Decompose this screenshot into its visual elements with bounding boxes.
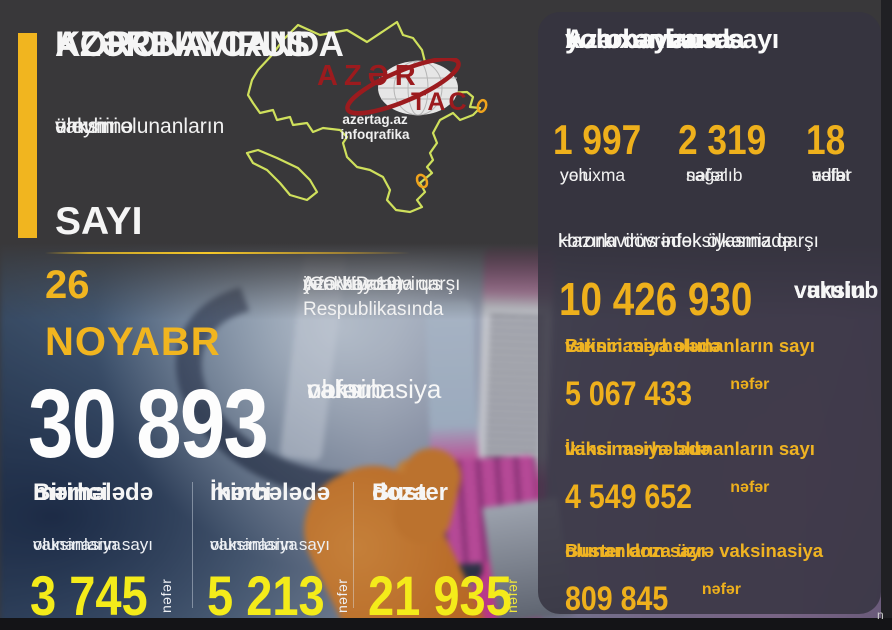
breakdown-booster-unit: nəfər	[504, 578, 520, 613]
breakdown-phase2-unit: nəfər	[334, 578, 350, 613]
column-divider-2	[353, 482, 354, 608]
title-word-sayi: SAYI	[55, 200, 143, 243]
globe-icon	[345, 58, 461, 116]
panel-phase1-unit: nəfər	[730, 376, 770, 393]
date-month: NOYABR	[45, 320, 221, 364]
logo-brand-top: AZƏR	[317, 60, 422, 92]
corner-watermark: n	[877, 608, 884, 622]
total-vaccines-value: 10 426 930	[559, 273, 753, 325]
stat-new-cases-value: 1 997	[553, 116, 642, 163]
map-marker-east	[476, 98, 488, 114]
map-marker-south	[415, 173, 429, 189]
stat-recovered-value: 2 319	[678, 116, 767, 163]
bottom-black-bar	[0, 618, 892, 630]
azertac-logo: AZƏR TAC	[313, 58, 473, 116]
title-line-1: AZƏRBAYCANDA	[55, 25, 344, 64]
title-line-2: KORONAVIRUS	[55, 25, 310, 64]
panel-phase2-unit: nəfər	[730, 479, 770, 496]
map-nakhchivan-path	[245, 148, 319, 202]
breakdown-phase1-value: 3 745	[30, 564, 148, 627]
gold-divider-line	[45, 252, 410, 254]
date-day: 26	[45, 263, 90, 307]
logo-swoosh	[345, 58, 461, 116]
logo-tagline: infoqrafika	[340, 127, 410, 142]
stats-panel: Azərbaycanda koronavirusa yoluxanların s…	[538, 12, 881, 618]
panel-booster-unit: nəfər	[701, 581, 742, 598]
panel-booster-value: 809 845 nəfər	[565, 580, 742, 618]
breakdown-phase1-unit: nəfər	[158, 578, 174, 613]
panel-phase2-value: 4 549 652 nəfər	[565, 478, 770, 516]
logo-brand-bottom: TAC	[411, 88, 470, 116]
breakdown-booster-value: 21 935	[368, 564, 512, 627]
column-divider-1	[192, 482, 193, 608]
daily-vaccinated-value: 30 893	[28, 369, 269, 478]
panel-phase1-value: 5 067 433 nəfər	[565, 375, 770, 413]
right-edge-strip	[881, 0, 892, 630]
logo-site-text: azertag.az	[342, 112, 408, 127]
accent-bar	[18, 33, 37, 238]
stat-deaths-value: 18	[806, 116, 846, 163]
breakdown-phase2-value: 5 213	[207, 564, 325, 627]
